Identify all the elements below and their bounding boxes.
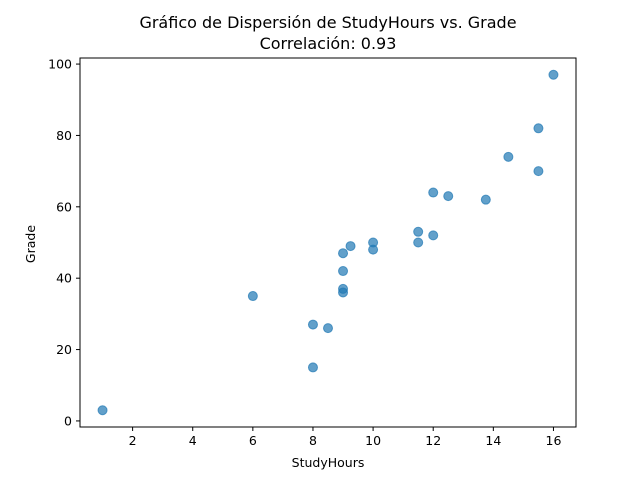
y-axis-ticks: 0 20 40 60 80 100 — [48, 57, 80, 428]
x-tick-label: 6 — [249, 433, 257, 448]
data-point — [247, 291, 258, 302]
axes-frame — [79, 57, 577, 428]
data-point — [323, 323, 333, 334]
data-point — [307, 362, 318, 373]
y-tick-label: 80 — [56, 128, 72, 143]
data-point — [503, 151, 514, 162]
y-tick-label: 60 — [56, 199, 72, 214]
x-tick-label: 4 — [189, 433, 197, 448]
y-tick-label: 100 — [48, 57, 72, 72]
data-point — [338, 287, 349, 298]
data-point — [428, 187, 439, 198]
y-axis-label: Grade — [23, 225, 38, 263]
data-point — [307, 319, 318, 330]
data-point — [338, 266, 349, 277]
x-tick-label: 10 — [365, 433, 381, 448]
x-tick-label: 2 — [129, 433, 137, 448]
x-tick-label: 16 — [546, 433, 562, 448]
data-point — [428, 230, 439, 241]
data-point — [533, 166, 544, 177]
data-point — [97, 405, 108, 416]
data-point — [368, 244, 379, 255]
chart-title: Gráfico de Dispersión de StudyHours vs. … — [139, 13, 516, 32]
x-tick-label: 8 — [309, 433, 317, 448]
y-tick-label: 20 — [56, 342, 72, 357]
x-tick-label: 14 — [485, 433, 501, 448]
x-axis-label: StudyHours — [292, 455, 365, 470]
data-point — [338, 248, 349, 259]
data-point — [548, 69, 559, 80]
data-point — [443, 191, 454, 202]
x-axis-ticks: 2 4 6 8 10 12 14 16 — [129, 427, 562, 448]
x-tick-label: 12 — [425, 433, 441, 448]
data-point — [480, 194, 491, 205]
data-point — [413, 226, 424, 237]
plot-area — [97, 69, 559, 416]
data-point — [533, 123, 544, 134]
y-tick-label: 0 — [64, 413, 72, 428]
y-tick-label: 40 — [56, 271, 72, 286]
data-point — [345, 241, 356, 252]
chart-subtitle: Correlación: 0.93 — [260, 34, 397, 53]
data-point — [413, 237, 424, 248]
